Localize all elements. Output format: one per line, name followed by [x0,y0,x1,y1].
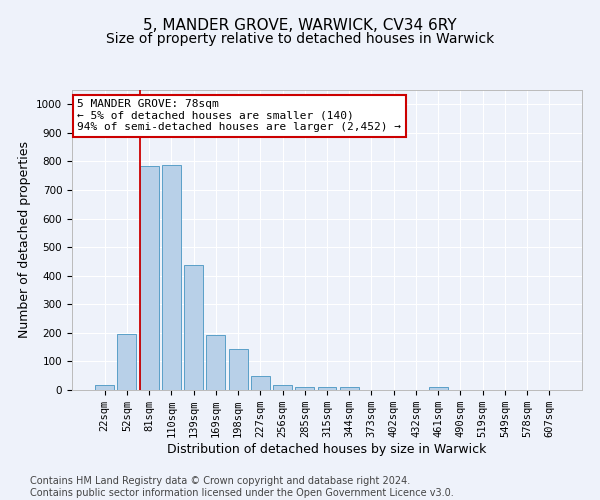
Bar [251,376,270,390]
Text: Size of property relative to detached houses in Warwick: Size of property relative to detached ho… [106,32,494,46]
Text: Distribution of detached houses by size in Warwick: Distribution of detached houses by size … [167,442,487,456]
Text: Contains HM Land Registry data © Crown copyright and database right 2024.
Contai: Contains HM Land Registry data © Crown c… [30,476,454,498]
Bar [118,334,136,390]
Bar [95,385,114,390]
Bar [140,166,158,390]
Bar [229,349,248,390]
Bar [317,387,337,390]
Bar [273,385,292,390]
Bar [340,387,359,390]
Bar [184,265,203,390]
Bar [295,386,314,390]
Text: 5 MANDER GROVE: 78sqm
← 5% of detached houses are smaller (140)
94% of semi-deta: 5 MANDER GROVE: 78sqm ← 5% of detached h… [77,99,401,132]
Bar [429,387,448,390]
Bar [206,335,225,390]
Y-axis label: Number of detached properties: Number of detached properties [17,142,31,338]
Text: 5, MANDER GROVE, WARWICK, CV34 6RY: 5, MANDER GROVE, WARWICK, CV34 6RY [143,18,457,32]
Bar [162,165,181,390]
